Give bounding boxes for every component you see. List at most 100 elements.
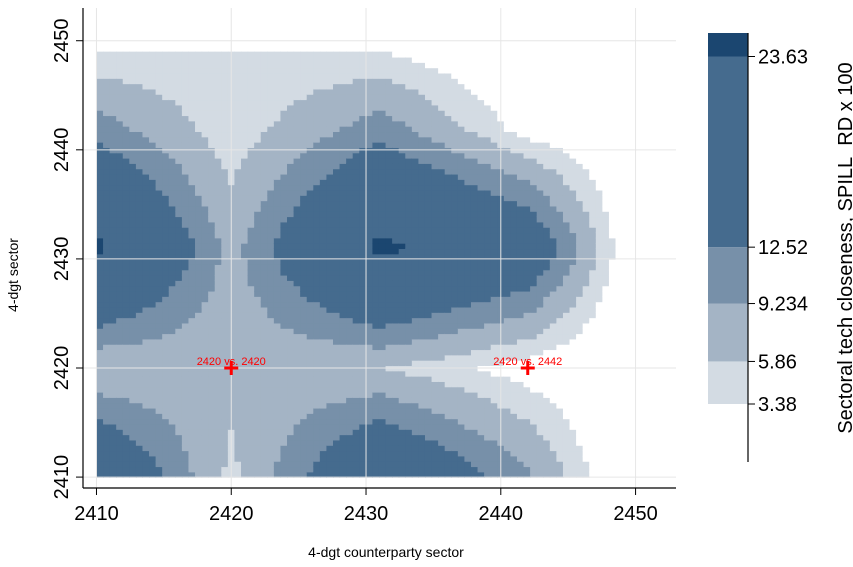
contour-cell xyxy=(477,376,485,382)
contour-cell xyxy=(293,328,301,335)
contour-cell xyxy=(457,83,466,90)
contour-cell xyxy=(352,195,360,202)
contour-cell xyxy=(234,317,242,324)
contour-cell xyxy=(208,147,216,154)
contour-cell xyxy=(103,423,111,430)
contour-cell xyxy=(168,179,176,186)
contour-cell xyxy=(280,413,288,420)
contour-cell xyxy=(418,360,426,367)
contour-cell xyxy=(149,173,157,180)
contour-cell xyxy=(201,259,209,265)
contour-cell xyxy=(129,232,137,239)
contour-cell xyxy=(438,418,446,425)
contour-cell xyxy=(155,413,163,420)
contour-cell xyxy=(346,131,354,138)
contour-cell xyxy=(195,450,203,457)
contour-cell xyxy=(319,450,328,457)
contour-cell xyxy=(339,120,347,127)
contour-cell xyxy=(162,147,170,154)
contour-cell xyxy=(109,179,117,186)
contour-cell xyxy=(326,264,334,271)
contour-cell xyxy=(188,471,196,478)
contour-cell xyxy=(352,147,360,154)
contour-cell xyxy=(319,72,328,79)
contour-cell xyxy=(398,173,406,180)
contour-cell xyxy=(411,466,420,473)
contour-cell xyxy=(280,434,288,441)
contour-cell xyxy=(457,211,466,218)
contour-cell xyxy=(352,253,360,260)
contour-cell xyxy=(339,264,347,271)
contour-cell xyxy=(254,381,262,388)
contour-cell xyxy=(359,306,367,313)
contour-cell xyxy=(175,397,183,404)
contour-cell xyxy=(385,179,393,186)
contour-cell xyxy=(392,216,400,223)
contour-cell xyxy=(378,280,387,287)
contour-cell xyxy=(319,434,328,441)
contour-cell xyxy=(221,370,229,377)
contour-cell xyxy=(162,94,170,101)
contour-cell xyxy=(214,376,222,382)
contour-cell xyxy=(142,67,150,74)
contour-cell xyxy=(129,136,137,143)
contour-cell xyxy=(149,402,157,409)
contour-cell xyxy=(451,344,459,351)
contour-cell xyxy=(398,466,406,473)
contour-cell xyxy=(424,88,433,95)
contour-cell xyxy=(457,275,466,281)
contour-cell xyxy=(451,322,459,329)
contour-cell xyxy=(96,280,104,287)
contour-cell xyxy=(490,285,498,292)
contour-cell xyxy=(103,78,111,85)
contour-cell xyxy=(346,56,354,63)
contour-cell xyxy=(241,360,249,367)
contour-cell xyxy=(135,147,144,154)
contour-cell xyxy=(221,136,229,143)
contour-cell xyxy=(352,104,360,111)
contour-cell xyxy=(273,445,282,452)
contour-cell xyxy=(221,189,229,196)
contour-cell xyxy=(418,429,426,436)
contour-cell xyxy=(142,423,150,430)
contour-cell xyxy=(201,216,209,223)
contour-cell xyxy=(457,370,466,377)
contour-cell xyxy=(247,269,255,276)
contour-cell xyxy=(378,232,387,239)
contour-cell xyxy=(103,402,111,409)
contour-cell xyxy=(333,179,341,186)
contour-cell xyxy=(208,253,216,260)
contour-cell xyxy=(155,126,163,133)
contour-cell xyxy=(424,407,433,414)
contour-cell xyxy=(129,62,137,69)
contour-cell xyxy=(385,285,393,292)
contour-cell xyxy=(306,306,314,313)
contour-cell xyxy=(457,78,466,85)
contour-cell xyxy=(293,285,301,292)
contour-cell xyxy=(372,88,380,95)
contour-cell xyxy=(326,423,334,430)
contour-cell xyxy=(142,62,150,69)
contour-cell xyxy=(247,120,255,127)
contour-cell xyxy=(352,184,360,191)
contour-cell xyxy=(438,370,446,377)
contour-cell xyxy=(188,338,196,345)
contour-cell xyxy=(214,471,222,478)
contour-cell xyxy=(352,338,360,345)
contour-cell xyxy=(352,344,360,351)
contour-cell xyxy=(254,195,262,202)
contour-cell xyxy=(484,280,492,287)
contour-cell xyxy=(346,360,354,367)
contour-cell xyxy=(168,285,176,292)
contour-cell xyxy=(181,173,190,180)
contour-cell xyxy=(438,445,446,452)
contour-cell xyxy=(142,333,150,340)
contour-cell xyxy=(484,173,492,180)
contour-cell xyxy=(181,434,190,441)
contour-cell xyxy=(103,344,111,351)
contour-cell xyxy=(214,158,222,164)
contour-cell xyxy=(260,397,268,404)
contour-cell xyxy=(155,360,163,367)
contour-cell xyxy=(378,88,387,95)
contour-cell xyxy=(175,56,183,63)
